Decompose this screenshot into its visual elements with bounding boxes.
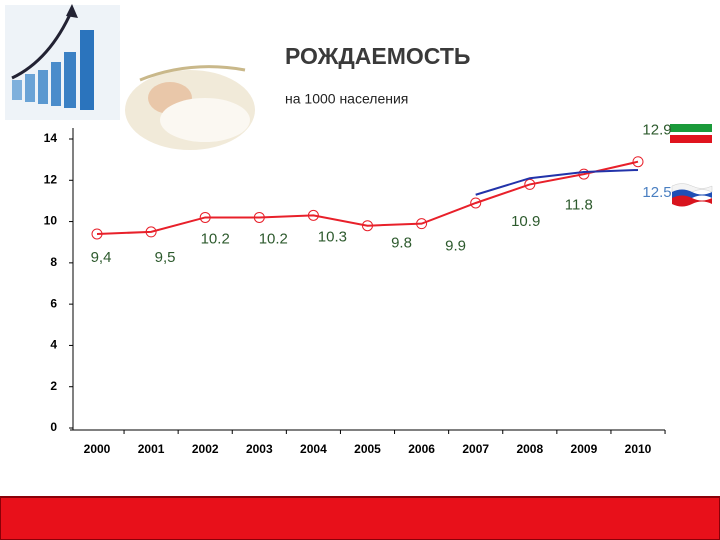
data-label: 12.5: [642, 184, 671, 201]
data-label: 10.2: [259, 230, 288, 247]
chart-subtitle: на 1000 населения: [285, 91, 408, 107]
data-label: 12.9: [642, 122, 671, 139]
data-label: 9,5: [155, 249, 176, 266]
y-tick-label: 0: [50, 420, 57, 434]
point-marker: [416, 218, 428, 230]
point-marker: [199, 211, 211, 223]
x-tick-label: 2010: [625, 442, 652, 456]
flag-tatarstan: [670, 124, 712, 143]
point-marker: [145, 226, 157, 238]
x-tick-label: 2008: [516, 442, 543, 456]
data-label: 11.8: [565, 196, 593, 213]
point-marker: [524, 178, 536, 190]
point-marker: [307, 209, 319, 221]
chart-title: РОЖДАЕМОСТЬ: [285, 43, 470, 69]
data-label: 10.9: [511, 213, 540, 230]
x-tick-label: 2004: [300, 442, 327, 456]
y-tick-label: 2: [50, 379, 57, 393]
footer-bar: [0, 496, 720, 540]
x-tick-label: 2005: [354, 442, 381, 456]
y-tick-label: 10: [44, 214, 58, 228]
point-marker: [632, 156, 644, 168]
series-line: [475, 168, 639, 196]
point-marker: [470, 197, 482, 209]
series-line: [96, 160, 639, 235]
x-tick-label: 2009: [571, 442, 598, 456]
x-tick-label: 2006: [408, 442, 435, 456]
y-tick-label: 14: [44, 131, 58, 145]
point-marker: [362, 220, 373, 232]
flag-russia: [671, 183, 713, 207]
x-tick-label: 2002: [192, 442, 219, 456]
data-label: 9,4: [91, 249, 112, 266]
data-label: 10.2: [201, 230, 230, 247]
baby-photo: [125, 65, 255, 150]
data-label: 10.3: [318, 228, 347, 245]
y-tick-label: 8: [50, 255, 57, 269]
y-tick-label: 4: [50, 338, 57, 352]
x-tick-label: 2000: [84, 442, 111, 456]
x-tick-label: 2001: [138, 442, 165, 456]
x-tick-label: 2003: [246, 442, 273, 456]
data-label: 9.9: [445, 238, 466, 255]
point-marker: [253, 211, 265, 223]
y-tick-label: 6: [50, 296, 57, 310]
point-marker: [91, 228, 103, 240]
growth-icon: [5, 4, 120, 120]
point-marker: [578, 168, 590, 180]
data-label: 9.8: [391, 235, 412, 252]
y-tick-label: 12: [44, 172, 58, 186]
x-tick-label: 2007: [462, 442, 489, 456]
